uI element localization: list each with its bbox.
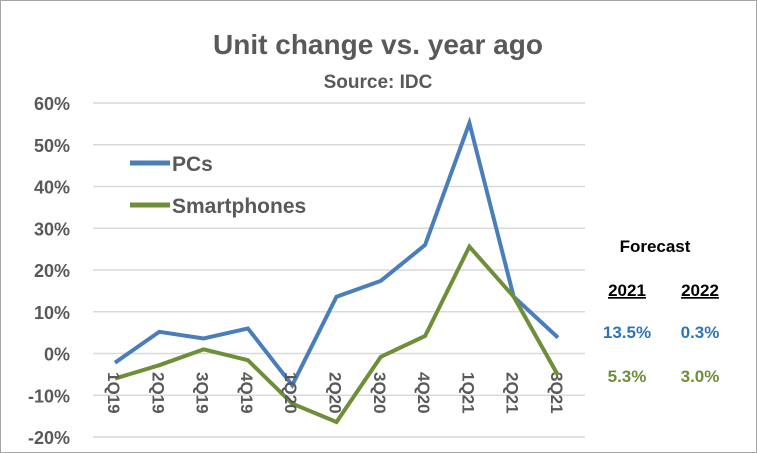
y-tick-label: 0% — [44, 345, 70, 365]
forecast-pcs-2021: 13.5% — [603, 323, 651, 342]
forecast-title: Forecast — [620, 237, 691, 256]
gridlines — [93, 102, 585, 438]
forecast-smartphones-2021: 5.3% — [608, 367, 647, 386]
x-tick-label: 1Q20 — [281, 372, 300, 414]
x-tick-label: 4Q20 — [414, 372, 433, 414]
x-tick-label: 3Q21 — [547, 372, 566, 414]
x-tick-label: 3Q20 — [370, 372, 389, 414]
x-tick-label: 2Q21 — [503, 372, 522, 414]
x-tick-label: 1Q19 — [104, 372, 123, 414]
y-tick-label: 30% — [34, 219, 70, 239]
forecast-year-2022: 2022 — [681, 281, 719, 300]
x-tick-label: 2Q19 — [148, 372, 167, 414]
y-tick-label: 40% — [34, 178, 70, 198]
forecast-pcs-2022: 0.3% — [681, 323, 720, 342]
y-axis-ticks: 60% 50% 40% 30% 20% 10% 0% -10% -20% — [28, 94, 70, 448]
y-tick-label: 50% — [34, 136, 70, 156]
x-tick-label: 2Q20 — [326, 372, 345, 414]
x-axis-ticks: 1Q19 2Q19 3Q19 4Q19 1Q20 2Q20 3Q20 4Q20 1Q21 2Q21… — [104, 372, 566, 414]
chart-subtitle: Source: IDC — [324, 72, 433, 93]
y-tick-label: -10% — [28, 386, 70, 406]
x-tick-label: 3Q19 — [193, 372, 212, 414]
forecast-smartphones-2022: 3.0% — [681, 367, 720, 386]
chart-title: Unit change vs. year ago — [213, 29, 543, 60]
series-lines — [113, 116, 560, 425]
y-tick-label: 60% — [34, 94, 70, 114]
y-tick-label: 10% — [34, 303, 70, 323]
y-tick-label: 20% — [34, 261, 70, 281]
forecast-year-2021: 2021 — [608, 281, 646, 300]
legend: PCs Smartphones — [130, 153, 306, 218]
legend-label-pcs: PCs — [172, 153, 213, 176]
forecast-table: Forecast 2021 2022 13.5% 0.3% 5.3% 3.0% — [603, 237, 719, 386]
legend-label-smartphones: Smartphones — [172, 195, 306, 218]
y-tick-label: -20% — [28, 428, 70, 448]
x-tick-label: 4Q19 — [237, 372, 256, 414]
x-tick-label: 1Q21 — [458, 372, 477, 414]
